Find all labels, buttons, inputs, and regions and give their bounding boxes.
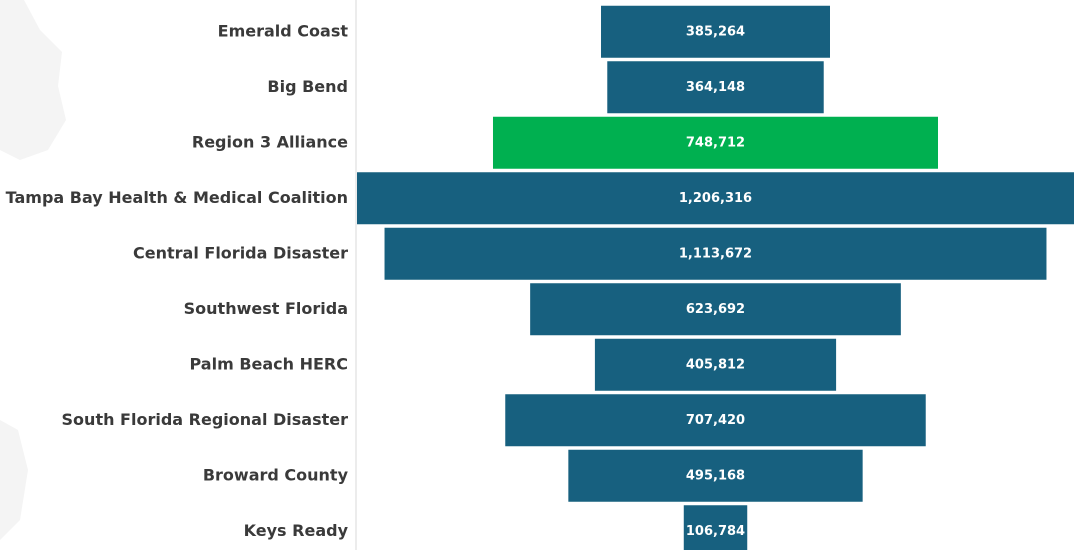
bar-4[interactable] [384,227,1047,280]
bar-7[interactable] [505,394,926,447]
category-label-1: Big Bend [267,77,348,96]
category-label-5: Southwest Florida [184,299,348,318]
bar-0[interactable] [601,5,830,58]
category-label-3: Tampa Bay Health & Medical Coalition [6,188,348,207]
bar-8[interactable] [568,449,863,502]
value-label-4: 1,113,672 [679,246,752,261]
bar-6[interactable] [594,338,837,391]
value-label-8: 495,168 [686,468,745,483]
category-label-4: Central Florida Disaster [133,243,348,262]
value-label-2: 748,712 [686,135,745,150]
value-label-6: 405,812 [686,357,745,372]
bars-group [357,5,1074,550]
bar-9[interactable] [683,505,748,550]
value-label-9: 106,784 [686,524,745,539]
map-watermark [0,0,66,540]
bar-5[interactable] [530,283,901,336]
category-label-9: Keys Ready [244,521,349,540]
value-label-1: 364,148 [686,80,745,95]
value-label-7: 707,420 [686,413,745,428]
category-label-6: Palm Beach HERC [190,354,349,373]
category-label-7: South Florida Regional Disaster [62,410,349,429]
value-label-0: 385,264 [686,24,745,39]
category-labels-group: Emerald Coast Big Bend Region 3 Alliance Ta… [6,21,349,540]
bar-1[interactable] [607,61,824,114]
value-label-5: 623,692 [686,302,745,317]
value-labels-group: 385,264 364,148 748,712 1,206,316 1,113,672 6… [679,24,752,539]
category-label-2: Region 3 Alliance [192,132,348,151]
category-label-8: Broward County [203,465,349,484]
bar-2[interactable] [492,116,938,169]
category-label-0: Emerald Coast [218,21,349,40]
value-label-3: 1,206,316 [679,191,752,206]
bar-3[interactable] [357,172,1074,225]
